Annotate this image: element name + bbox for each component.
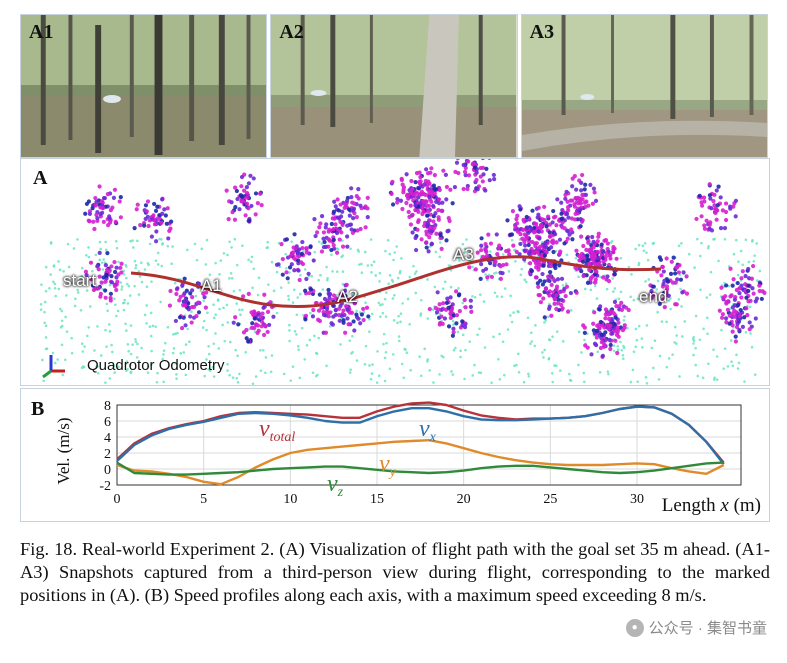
x-tick-label: 15 — [370, 492, 384, 507]
photo-a2: A2 — [270, 14, 518, 158]
figure-caption: Fig. 18. Real-world Experiment 2. (A) Vi… — [20, 539, 770, 605]
y-axis-label: Vel. (m/s) — [54, 417, 73, 484]
y-tick-label: 4 — [104, 431, 111, 446]
photo-label: A2 — [279, 21, 304, 43]
photo-label: A3 — [529, 21, 555, 43]
photo-a1: A1 — [20, 14, 268, 158]
point-cloud-view — [39, 159, 767, 385]
marker-end: end — [639, 287, 668, 306]
series-label-v-x: vx — [419, 416, 437, 445]
y-tick-label: 2 — [104, 447, 111, 462]
series-line-v-z — [116, 461, 724, 476]
point-cloud-points — [39, 159, 767, 385]
y-tick-label: 0 — [104, 463, 111, 478]
odometry-axes-icon — [42, 355, 65, 379]
forest-photo-a2 — [271, 15, 517, 157]
x-axis-label: Length x (m) — [662, 495, 761, 516]
series-label-v-total: vtotal — [259, 416, 295, 445]
speed-chart-panel: B -2 0 2 4 6 8 0 5 10 15 20 25 30 Vel. (m/s) Length x … — [20, 388, 770, 522]
y-tick-label: -2 — [99, 479, 111, 494]
marker-a1: A1 — [201, 276, 222, 295]
y-tick-label: 6 — [104, 415, 111, 430]
x-tick-label: 30 — [630, 492, 644, 507]
x-tick-label: 20 — [457, 492, 471, 507]
flight-path — [130, 255, 662, 309]
panel-label-b: B — [31, 398, 44, 420]
watermark-text: 公众号 · 集智书童 — [648, 620, 767, 637]
point-cloud-panel: A start A1 A2 A3 end Quadrotor Odometry — [20, 158, 770, 386]
x-tick-label: 25 — [543, 492, 557, 507]
series-label-v-z: vz — [327, 471, 344, 500]
x-tick-label: 5 — [200, 492, 207, 507]
wechat-icon: ● — [625, 618, 644, 637]
odometry-label: Quadrotor Odometry — [87, 357, 225, 374]
photo-row: A1 A2 A3 — [20, 14, 768, 158]
y-tick-label: 8 — [104, 399, 111, 414]
marker-a3: A3 — [453, 245, 474, 264]
series-line-v-y — [116, 439, 725, 486]
photo-a3: A3 — [520, 14, 768, 158]
forest-photo-a1 — [21, 15, 267, 157]
series-line-v-x — [116, 405, 725, 465]
x-tick-label: 0 — [114, 492, 121, 507]
forest-photo-a3 — [521, 15, 767, 157]
marker-start: start — [63, 271, 97, 290]
plot-frame — [116, 404, 742, 486]
series-label-v-y: vy — [379, 451, 397, 480]
watermark: ● 公众号 · 集智书童 — [625, 617, 767, 638]
photo-label: A1 — [29, 21, 54, 43]
marker-a2: A2 — [337, 287, 358, 306]
panel-label-a: A — [33, 167, 48, 189]
x-tick-label: 10 — [283, 492, 297, 507]
